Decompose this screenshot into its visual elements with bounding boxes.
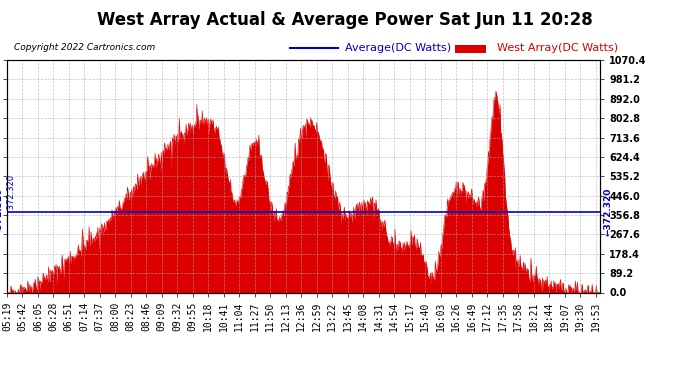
Text: West Array(DC Watts): West Array(DC Watts) xyxy=(497,43,618,53)
Text: 372.320: 372.320 xyxy=(7,174,16,211)
Text: Average(DC Watts): Average(DC Watts) xyxy=(345,43,451,53)
Text: →372.320: →372.320 xyxy=(0,188,4,236)
Text: West Array Actual & Average Power Sat Jun 11 20:28: West Array Actual & Average Power Sat Ju… xyxy=(97,11,593,29)
Text: Copyright 2022 Cartronics.com: Copyright 2022 Cartronics.com xyxy=(14,43,155,52)
Text: ←372.320: ←372.320 xyxy=(603,188,612,236)
